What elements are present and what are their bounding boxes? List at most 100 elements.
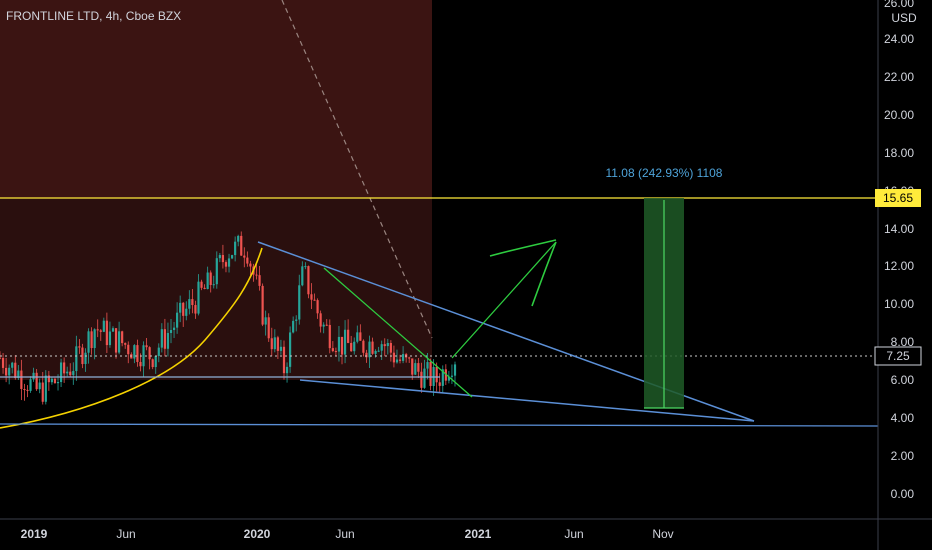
candle-body [221,255,225,263]
candle-body [176,312,179,328]
candle-body [99,330,102,332]
last-price-tag-text: 7.25 [886,349,910,363]
candle-body [169,330,173,333]
candle-body [227,258,231,267]
candle-body [117,331,121,353]
candle-body [203,287,206,290]
currency-label: USD [891,11,917,25]
price-tick-label: 18.00 [884,146,914,160]
candle-body [380,344,383,351]
candle-body [75,346,78,372]
candle-body [249,263,252,267]
dashed-trendline [281,0,433,339]
candle-body [435,366,438,383]
candle-body [191,299,194,306]
time-tick-label: 2019 [21,527,48,541]
candle-body [243,255,246,258]
candle-body [0,357,2,359]
price-tick-label: 4.00 [891,411,915,425]
candle-body [23,389,26,391]
candle-body [279,346,283,351]
candle-body [163,329,166,349]
candle-body [359,332,362,341]
candle-body [114,328,118,353]
candle-body [362,340,365,353]
candle-body [90,331,93,349]
candle-body [105,320,108,346]
candle-body [374,350,377,354]
candle-body [420,371,423,388]
candle-body [408,357,411,359]
candle-body [395,359,399,363]
candle-body [307,266,310,295]
candle-body [63,362,66,374]
candle-body [383,344,386,347]
candle-body [289,332,292,367]
candle-body [319,313,322,327]
price-tick-label: 6.00 [891,373,915,387]
candle-body [438,382,441,386]
candle-body [59,362,63,383]
candle-body [20,370,23,390]
time-axis[interactable]: 2019 Jun 2020 Jun 2021 Jun Nov [21,527,674,541]
level-price-tag [875,189,921,207]
time-tick-label: 2021 [465,527,492,541]
measure-label: 11.08 (242.93%) 1108 [606,166,723,180]
candle-body [298,285,301,320]
candle-body [453,364,457,376]
green-arrow-top [489,239,557,257]
candle-body [371,341,374,354]
candle-body [35,372,38,390]
candle-body [386,343,389,347]
candle-body [316,300,319,314]
candle-body [304,266,307,268]
price-tick-label: 8.00 [891,335,915,349]
candle-body [154,356,157,368]
candle-body [261,285,264,325]
candle-series [0,231,457,405]
candle-body [93,329,96,349]
candle-body [148,347,151,360]
candle-body [66,371,69,374]
price-tick-label: 22.00 [884,70,914,84]
candle-body [285,366,289,374]
candle-body [87,331,90,353]
candle-body [237,235,240,242]
candle-body [411,358,414,375]
candle-body [417,363,420,372]
candle-body [218,255,221,259]
candle-body [401,354,405,361]
wedge-lower-line [299,379,755,422]
candle-body [151,359,154,368]
candle-body [423,368,426,388]
green-downtrend-line [323,267,473,398]
candle-body [295,319,298,321]
candle-body [32,372,35,380]
candle-body [441,369,444,386]
candle-body [160,329,163,348]
candle-body [44,375,47,402]
candle-body [365,352,368,358]
candle-body [72,371,75,376]
time-tick-label: Jun [335,527,354,541]
candle-body [350,342,353,352]
candle-body [1,357,5,368]
candle-body [340,336,344,355]
candle-body [414,363,417,375]
candle-body [108,331,112,346]
candle-body [81,347,84,365]
candle-body [197,281,200,314]
candle-body [325,324,328,326]
candle-body [50,378,54,383]
candle-body [102,320,105,332]
candle-body [166,332,170,349]
candle-body [392,352,396,363]
candle-body [142,345,145,367]
price-tick-label: 14.00 [884,222,914,236]
candle-body [447,376,450,381]
candle-body [124,343,127,345]
candle-body [17,370,20,378]
candle-body [8,367,11,376]
support-horizontal-line [0,423,879,427]
